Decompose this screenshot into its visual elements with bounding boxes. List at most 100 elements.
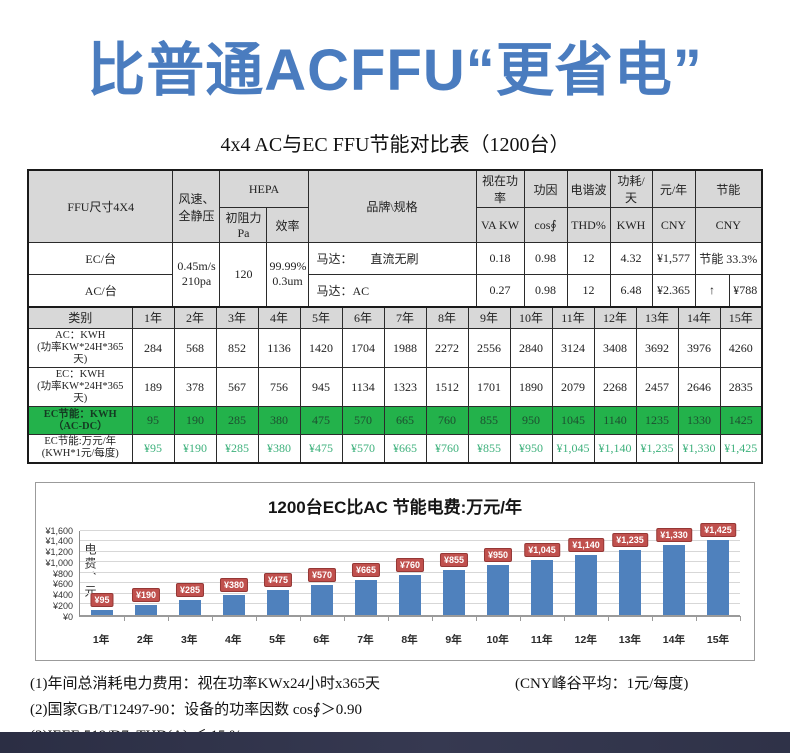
year-value-cell: 1323 (383, 367, 427, 407)
x-axis-tick (696, 615, 697, 621)
year-value-cell: 945 (299, 367, 343, 407)
col-header-efficiency: 效率 (266, 207, 309, 243)
year-value-cell: 2646 (677, 367, 721, 407)
col-header-hepa: HEPA (219, 169, 309, 208)
bar-slot: ¥380 (212, 531, 256, 615)
x-axis-tick (256, 615, 257, 621)
year-column-header: 13年 (635, 306, 679, 329)
year-value-cell: 189 (131, 367, 175, 407)
initial-resistance-value: 120 (219, 242, 268, 307)
ec-motor-type: 马达： 直流无刷 (307, 242, 477, 275)
x-axis-tick (520, 615, 521, 621)
bar (443, 569, 465, 615)
bottom-navy-bar (0, 732, 790, 753)
x-axis-tick (212, 615, 213, 621)
y-tick-label: ¥0 (62, 611, 73, 622)
bar-value-label: ¥1,235 (612, 532, 648, 547)
bar-value-label: ¥285 (175, 582, 205, 597)
year-value-cell: 950 (509, 406, 553, 435)
year-value-cell: ¥1,140 (593, 434, 637, 463)
bar (575, 554, 597, 615)
bar-slot: ¥570 (300, 531, 344, 615)
chart-y-axis-title: 电费、元 (83, 542, 97, 599)
bar-slot: ¥190 (124, 531, 168, 615)
bar-value-label: ¥475 (263, 572, 293, 587)
bar (311, 584, 333, 615)
x-axis-label: 6年 (313, 633, 330, 646)
year-value-cell: ¥570 (341, 434, 385, 463)
year-value-cell: 380 (257, 406, 301, 435)
ec-row-label: EC/台 (27, 242, 174, 275)
bar-slot: ¥1,140 (564, 531, 608, 615)
year-value-cell: 475 (299, 406, 343, 435)
x-axis-tick (344, 615, 345, 621)
chart-x-axis-labels: 1年 2年 3年 4年 5年 6年 7年 8年 9年 10年 11年 12年 13年 14年 15年 (79, 632, 740, 646)
year-value-cell: 1420 (299, 328, 343, 368)
year-value-cell: 1134 (341, 367, 385, 407)
bar (135, 604, 157, 615)
wind-pressure-value: 0.45m/s 210pa (172, 242, 221, 307)
year-value-cell: 4260 (719, 328, 763, 368)
bar (399, 574, 421, 615)
year-value-cell: ¥95 (131, 434, 175, 463)
year-value-cell: 3408 (593, 328, 637, 368)
ec-thd: 12 (566, 242, 611, 275)
x-axis-tick (300, 615, 301, 621)
col-header-initial-resistance: 初阻力Pa (219, 207, 268, 243)
x-axis-label: 5年 (269, 633, 286, 646)
bar-slot: ¥475 (256, 531, 300, 615)
year-column-header: 12年 (593, 306, 637, 329)
bar-value-label: ¥1,045 (524, 542, 560, 557)
x-axis-label: 12年 (574, 633, 597, 646)
year-value-cell: 3976 (677, 328, 721, 368)
bar-value-label: ¥855 (439, 552, 469, 567)
year-value-cell: 567 (215, 367, 259, 407)
efficiency-value: 99.99% 0.3um (266, 242, 309, 307)
bar-value-label: ¥665 (351, 562, 381, 577)
yearly-savings-table: 类别 1年 2年 3年 4年 5年 6年 7年 8年 9年 10年 11年 12年 13年 14年 15年 AC… (27, 305, 763, 464)
x-axis-label: 10年 (486, 633, 509, 646)
bar-value-label: ¥95 (90, 592, 114, 607)
year-column-header: 3年 (215, 306, 259, 329)
bar (223, 594, 245, 615)
year-value-cell: 1890 (509, 367, 553, 407)
col-subheader-kwh: KWH (609, 207, 653, 243)
ec-power-factor: 0.98 (523, 242, 568, 275)
year-value-cell: 1988 (383, 328, 427, 368)
x-axis-tick (476, 615, 477, 621)
bar-slot: ¥950 (476, 531, 520, 615)
bar-value-label: ¥380 (219, 577, 249, 592)
year-column-header: 8年 (425, 306, 469, 329)
bar-value-label: ¥1,330 (656, 527, 692, 542)
y-tick-label: ¥1,000 (45, 557, 73, 568)
year-value-cell: 2835 (719, 367, 763, 407)
col-header-harmonics: 电谐波 (566, 169, 611, 208)
ac-row-label: AC/台 (27, 274, 174, 307)
col-header-yuan-year: 元/年 (651, 169, 696, 208)
year-value-cell: 756 (257, 367, 301, 407)
bar-slot: ¥1,045 (520, 531, 564, 615)
bar (91, 609, 113, 615)
x-axis-tick (388, 615, 389, 621)
y-tick-label: ¥1,600 (45, 525, 73, 536)
row-label: EC节能：KWH （AC-DC） (27, 406, 133, 435)
year-value-cell: ¥190 (173, 434, 217, 463)
ac-apparent-power: 0.27 (475, 274, 525, 307)
bar (663, 544, 685, 615)
year-value-cell: ¥1,235 (635, 434, 679, 463)
year-value-cell: ¥475 (299, 434, 343, 463)
x-axis-tick (740, 615, 741, 621)
ac-cny-per-year: ¥2.365 (651, 274, 696, 307)
bar (619, 549, 641, 615)
y-tick-label: ¥400 (52, 590, 73, 600)
x-axis-tick (564, 615, 565, 621)
bar-slot: ¥1,330 (652, 527, 696, 615)
bar-slot: ¥285 (168, 531, 212, 615)
year-column-header: 15年 (719, 306, 763, 329)
col-subheader-thd: THD% (566, 207, 611, 243)
ec-kwh-per-day: 4.32 (609, 242, 653, 275)
bar-value-label: ¥1,140 (568, 537, 604, 552)
footnote-cny-average: (CNY峰谷平均：1元/每度) (515, 675, 689, 692)
x-axis-label: 1年 (92, 633, 110, 646)
chart-y-axis-labels: ¥0 ¥200 ¥400 ¥600 ¥800 ¥1,000 ¥1,200 ¥1,400 ¥1,6… (36, 526, 76, 622)
